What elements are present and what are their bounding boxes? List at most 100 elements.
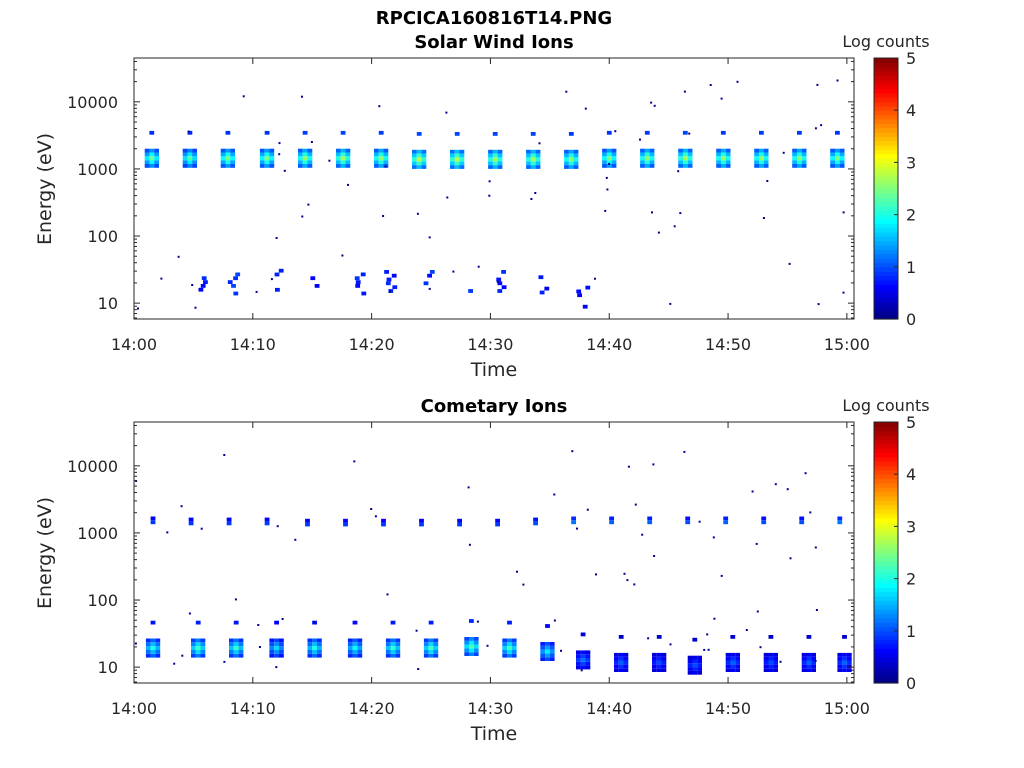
noise-point	[370, 508, 373, 510]
heatmap-cell	[233, 642, 239, 647]
noise-point	[816, 83, 819, 86]
noise-point	[755, 542, 758, 545]
noise-point	[712, 536, 715, 539]
heatmap-cell	[533, 517, 538, 522]
heatmap-cell	[678, 152, 683, 157]
heatmap-cell	[187, 152, 193, 157]
heatmap-cell	[652, 652, 657, 657]
heatmap-cell	[145, 646, 151, 650]
x-tick-label: 14:00	[111, 335, 157, 354]
heatmap-cell	[644, 148, 650, 153]
heatmap-cell	[763, 656, 769, 661]
heatmap-cell	[421, 165, 427, 169]
heatmap-cell	[259, 156, 265, 161]
noise-point	[707, 648, 710, 651]
heatmap-cell	[279, 638, 284, 643]
heatmap-cell	[187, 160, 193, 164]
heatmap-cell	[606, 130, 612, 135]
colorbar-segment	[874, 648, 898, 654]
noise-point	[641, 533, 644, 536]
heatmap-cell	[830, 160, 835, 164]
heatmap-cell	[697, 670, 702, 675]
heatmap-cell	[464, 644, 470, 649]
colorbar-tick-label: 4	[906, 465, 916, 484]
heatmap-cell	[352, 642, 358, 647]
colorbar-segment	[874, 569, 898, 575]
heatmap-cell	[801, 160, 807, 164]
colorbar-segment	[874, 175, 898, 181]
heatmap-cell	[352, 650, 358, 654]
noise-point	[188, 612, 191, 615]
heatmap-cell	[576, 661, 581, 666]
heatmap-cell	[155, 646, 161, 650]
colorbar-segment	[874, 92, 898, 98]
heatmap-cell	[602, 160, 607, 164]
heatmap-cell	[792, 156, 797, 161]
heatmap-cell	[730, 652, 736, 657]
heatmap-cell	[195, 638, 201, 643]
heatmap-cell	[390, 642, 396, 647]
heatmap-cell	[150, 646, 156, 650]
heatmap-cell	[416, 132, 422, 136]
heatmap-cell	[573, 149, 579, 154]
colorbar-tick-label: 3	[906, 517, 916, 536]
noise-point	[720, 97, 723, 100]
heatmap-cell	[343, 522, 348, 527]
heatmap-cell	[614, 652, 619, 657]
heatmap-cell	[687, 164, 693, 168]
noise-point	[258, 646, 261, 648]
noise-point	[571, 450, 574, 453]
colorbar-segment	[874, 179, 898, 185]
heatmap-cell	[428, 650, 434, 654]
x-axis-label: Time	[470, 723, 518, 745]
noise-point	[417, 668, 420, 670]
heatmap-cell	[345, 160, 351, 164]
noise-point	[565, 90, 568, 93]
heatmap-cell	[839, 156, 845, 161]
heatmap-cell	[535, 153, 541, 158]
heatmap-cell	[233, 650, 239, 654]
heatmap-cell	[797, 130, 802, 135]
colorbar-segment	[874, 443, 898, 449]
heatmap-cell	[149, 164, 155, 168]
heatmap-cell	[428, 642, 434, 647]
heatmap-cell	[412, 157, 417, 162]
heatmap-cell	[720, 152, 726, 157]
noise-point	[605, 176, 608, 179]
heatmap-cell	[429, 270, 435, 274]
heatmap-cell	[459, 149, 465, 154]
heatmap-cell	[585, 654, 591, 658]
heatmap-cell	[230, 160, 235, 164]
heatmap-cell	[182, 156, 188, 161]
heatmap-cell	[454, 149, 460, 154]
x-axis-label: Time	[470, 359, 518, 381]
heatmap-cell	[495, 518, 500, 523]
heatmap-cell	[573, 157, 579, 162]
heatmap-cell	[644, 130, 650, 135]
heatmap-cell	[155, 642, 161, 647]
heatmap-cell	[692, 655, 698, 660]
colorbar-tick-label: 0	[906, 674, 916, 693]
heatmap-cell	[837, 656, 843, 661]
heatmap-cell	[269, 152, 275, 157]
colorbar-segment	[874, 232, 898, 237]
heatmap-cell	[544, 286, 550, 291]
heatmap-cell	[220, 164, 226, 168]
heatmap-cell	[568, 149, 574, 154]
heatmap-cell	[837, 520, 843, 525]
heatmap-cell	[842, 656, 847, 661]
heatmap-cell	[602, 152, 607, 157]
heatmap-cell	[549, 657, 555, 661]
noise-point	[673, 225, 676, 228]
heatmap-cell	[576, 289, 582, 294]
colorbar-segment	[874, 249, 898, 255]
heatmap-cell	[385, 646, 391, 650]
heatmap-cell	[464, 637, 470, 641]
heatmap-cell	[314, 284, 320, 288]
heatmap-cell	[606, 152, 612, 157]
heatmap-cell	[573, 161, 579, 166]
heatmap-cell	[336, 156, 341, 161]
heatmap-cell	[307, 650, 313, 654]
heatmap-cell	[806, 652, 812, 657]
noise-point	[181, 654, 184, 657]
